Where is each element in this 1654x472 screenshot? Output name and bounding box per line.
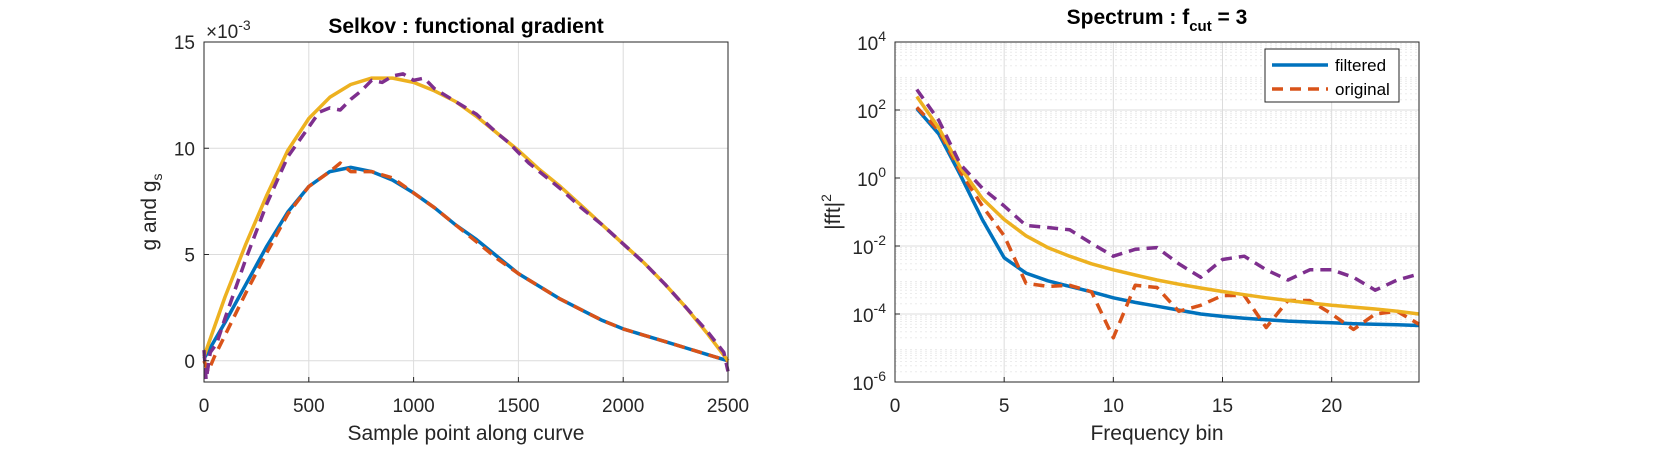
left-plot-area <box>204 42 728 382</box>
right-series-line-2 <box>915 106 1420 340</box>
right-series-line-4 <box>915 88 1420 292</box>
right-title-sub: cut <box>1189 18 1212 35</box>
right-title-main: Spectrum : f <box>1067 6 1191 29</box>
left-x-axis-label: Sample point along curve <box>348 422 585 445</box>
right-y-axis-label: |fft|2 <box>818 194 845 230</box>
legend-label-filtered: filtered <box>1335 56 1386 75</box>
left-y-label-sub: s <box>149 173 165 180</box>
left-ticks: 0 500 1000 1500 2000 2500 0 5 10 15 <box>174 33 749 417</box>
left-x-tick-label: 500 <box>293 396 325 417</box>
right-y-tick-label: 10-2 <box>852 232 886 259</box>
right-y-label-sup: 2 <box>818 194 834 202</box>
left-x-tick-label: 1000 <box>392 396 434 417</box>
right-x-tick-label: 10 <box>1103 396 1124 417</box>
right-y-tick-label: 104 <box>857 28 886 55</box>
left-exponent-base: ×10 <box>206 22 238 43</box>
right-series-line-1 <box>915 107 1420 328</box>
left-y-tick-label: 0 <box>184 352 195 373</box>
left-chart: 0 500 1000 1500 2000 2500 0 5 10 15 Selkov : func… <box>138 15 749 445</box>
left-y-tick-label: 10 <box>174 139 195 160</box>
right-x-tick-label: 20 <box>1321 396 1342 417</box>
left-y-axis-label: g and gs <box>138 173 165 250</box>
left-series-line-2 <box>202 161 729 374</box>
left-series-line-4 <box>202 72 730 382</box>
right-x-tick-label: 15 <box>1212 396 1233 417</box>
left-x-tick-label: 1500 <box>497 396 539 417</box>
right-y-tick-label: 10-6 <box>852 368 886 395</box>
right-chart-title: Spectrum : fcut = 3 <box>1067 6 1248 35</box>
right-chart: 0 5 10 15 20 10-6 10-4 10-2 100 102 104 Spectrum :… <box>818 6 1420 445</box>
right-x-tick-label: 5 <box>999 396 1010 417</box>
left-exponent-power: -3 <box>238 17 251 33</box>
legend: filtered original <box>1264 48 1400 103</box>
left-x-tick-label: 0 <box>199 396 210 417</box>
right-y-label-main: |fft| <box>822 202 845 230</box>
left-y-label-main: g and g <box>138 180 161 250</box>
right-axes-box <box>894 41 1420 383</box>
right-x-axis-label: Frequency bin <box>1090 422 1223 445</box>
left-grid <box>204 42 728 382</box>
legend-box <box>1264 48 1400 103</box>
right-ticks: 0 5 10 15 20 10-6 10-4 10-2 100 102 104 <box>852 28 1342 417</box>
right-x-tick-label: 0 <box>890 396 901 417</box>
right-series-line-3 <box>915 95 1420 316</box>
legend-label-original: original <box>1335 80 1390 99</box>
left-axes-box <box>203 41 729 383</box>
left-x-tick-label: 2000 <box>602 396 644 417</box>
right-y-tick-label: 102 <box>857 96 886 123</box>
left-y-tick-label: 5 <box>184 246 195 267</box>
left-series <box>202 72 730 382</box>
right-y-tick-label: 10-4 <box>852 300 886 327</box>
left-x-tick-label: 2500 <box>707 396 749 417</box>
left-exponent-label: ×10-3 <box>206 17 251 43</box>
right-series <box>915 88 1420 340</box>
left-chart-title: Selkov : functional gradient <box>328 15 603 38</box>
right-title-tail: = 3 <box>1212 6 1248 29</box>
left-y-tick-label: 15 <box>174 33 195 54</box>
right-y-tick-label: 100 <box>857 164 886 191</box>
